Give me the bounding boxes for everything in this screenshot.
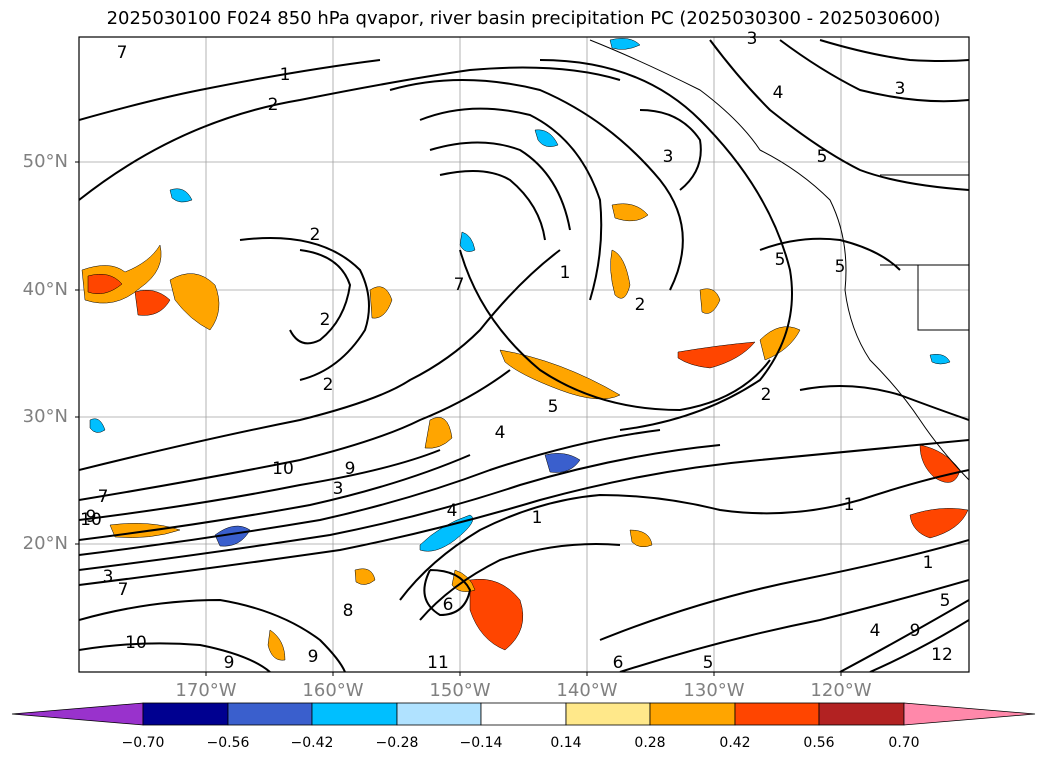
contour-label: 6 (613, 653, 624, 673)
contour-label: 9 (308, 647, 319, 667)
lat-label-50n: 50°N (22, 151, 68, 172)
colorbar-extend-low (11, 702, 144, 726)
contour-label: 4 (870, 621, 881, 641)
colorbar-bin (142, 702, 229, 726)
contour-label: 5 (817, 147, 828, 167)
contour-label: 2 (323, 375, 334, 395)
lat-ticks (75, 161, 79, 545)
precip-negative-area (544, 453, 581, 473)
contour-label: 3 (103, 567, 114, 587)
contour-label: 9 (345, 459, 356, 479)
contour-label: 2 (310, 225, 321, 245)
contour-label: 7 (117, 43, 128, 63)
contour-label: 5 (775, 250, 786, 270)
contour-label: 4 (495, 423, 506, 443)
lon-label-160w: 160°W (302, 680, 364, 701)
contour-label: 9 (224, 653, 235, 673)
contour-label: 6 (443, 595, 454, 615)
contour-label: 1 (532, 508, 543, 528)
contour-label: 10 (272, 459, 294, 479)
lon-label-120w: 120°W (810, 680, 872, 701)
colorbar-extend-high (903, 702, 1036, 726)
colorbar (11, 702, 1036, 726)
colorbar-tick: −0.14 (459, 735, 503, 751)
contour-label: 8 (343, 601, 354, 621)
contour-label: 9 (86, 507, 97, 527)
lon-label-170w: 170°W (175, 680, 237, 701)
contour-label: 1 (280, 65, 291, 85)
lon-label-130w: 130°W (683, 680, 745, 701)
contour-label: 7 (454, 275, 465, 295)
contour-label: 3 (333, 479, 344, 499)
contour-label: 2 (635, 295, 646, 315)
colorbar-bin (734, 702, 820, 726)
contour-label: 12 (931, 645, 953, 665)
lon-label-140w: 140°W (556, 680, 618, 701)
contour-label: 4 (447, 501, 458, 521)
contour-label: 5 (548, 397, 559, 417)
contour-labels: 7 1 2 3 4 5 3 2 2 2 1 2 5 9 10 9 3 10 7 … (80, 29, 953, 673)
contour-label: 9 (910, 621, 921, 641)
contour-label: 4 (773, 83, 784, 103)
contour-label: 5 (940, 591, 951, 611)
colorbar-bin (311, 702, 398, 726)
contour-label: 3 (747, 29, 758, 49)
lon-ticks (205, 672, 842, 676)
colorbar-bin (396, 702, 482, 726)
contour-label: 1 (844, 495, 855, 515)
colorbar-bin (649, 702, 736, 726)
colorbar-bin (227, 702, 313, 726)
contour-label: 11 (427, 653, 449, 673)
contour-label: 10 (125, 633, 147, 653)
contour-label: 1 (560, 263, 571, 283)
contour-label: 5 (703, 653, 714, 673)
contour-label: 7 (98, 487, 109, 507)
contour-label: 3 (663, 147, 674, 167)
contour-label: 2 (761, 385, 772, 405)
colorbar-bin (818, 702, 905, 726)
qvapor-contours (79, 39, 969, 672)
lon-label-150w: 150°W (429, 680, 491, 701)
colorbar-bin (565, 702, 651, 726)
colorbar-tick: 0.56 (803, 735, 835, 751)
contour-label: 1 (923, 553, 934, 573)
lat-label-30n: 30°N (22, 406, 68, 427)
colorbar-tick: 0.42 (719, 735, 751, 751)
graticule (79, 37, 969, 672)
map-title: 2025030100 F024 850 hPa qvapor, river ba… (106, 8, 941, 29)
colorbar-tick: −0.56 (206, 735, 250, 751)
contour-label: 7 (118, 580, 129, 600)
colorbar-tick: −0.42 (290, 735, 334, 751)
map-border (78, 36, 970, 673)
colorbar-tick: 0.28 (634, 735, 666, 751)
colorbar-bin (480, 702, 567, 726)
contour-label: 3 (895, 79, 906, 99)
colorbar-tick: 0.70 (888, 735, 920, 751)
colorbar-tick: −0.70 (121, 735, 165, 751)
coastlines (589, 39, 969, 481)
contour-label: 10 (80, 510, 102, 530)
contour-label: 2 (268, 95, 279, 115)
contour-label: 5 (835, 257, 846, 277)
lat-label-40n: 40°N (22, 279, 68, 300)
contour-label: 2 (320, 310, 331, 330)
colorbar-tick: −0.28 (375, 735, 419, 751)
lat-label-20n: 20°N (22, 533, 68, 554)
colorbar-tick: 0.14 (550, 735, 582, 751)
